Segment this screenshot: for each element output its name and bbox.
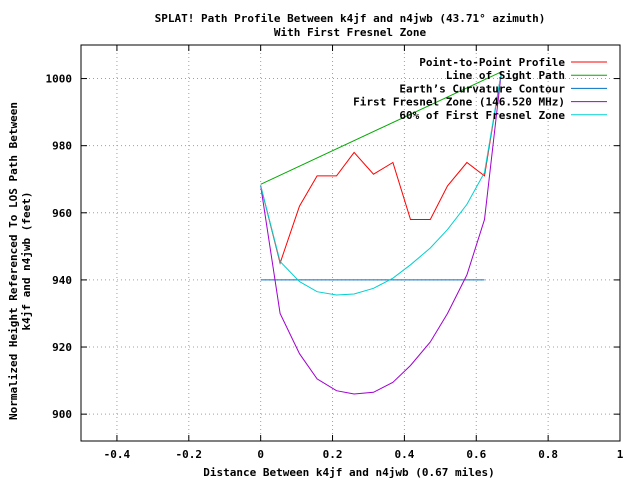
chart-subtitle: With First Fresnel Zone (274, 26, 427, 39)
series-line-first-fresnel-zone-146-520-mhz (260, 71, 502, 395)
x-tick-label: 0 (257, 448, 264, 461)
x-tick-label: 0.4 (394, 448, 414, 461)
axis-ticks: -0.4 -0.2 0 0.2 0.4 0.6 0.8 1 900 920 940 960 980 100… (46, 45, 624, 461)
legend-label: Point-to-Point Profile (419, 56, 565, 69)
y-tick-label: 940 (52, 274, 72, 287)
y-tick-label: 920 (52, 341, 72, 354)
x-tick-label: -0.4 (104, 448, 131, 461)
plot-frame (80, 44, 621, 442)
legend-label: 60% of First Fresnel Zone (399, 109, 565, 122)
series-line-line-of-sight-path (260, 71, 502, 185)
chart-title: SPLAT! Path Profile Between k4jf and n4j… (155, 12, 546, 25)
y-tick-label: 960 (52, 207, 72, 220)
y-tick-label: 980 (52, 140, 72, 153)
x-tick-label: -0.2 (176, 448, 203, 461)
y-axis-label-line-1: Normalized Height Referenced To LOS Path… (7, 102, 20, 420)
legend-label: Line of Sight Path (446, 69, 565, 82)
series-line-60-of-first-fresnel-zone (260, 71, 502, 296)
y-tick-label: 1000 (46, 73, 73, 86)
x-tick-label: 0.2 (323, 448, 343, 461)
legend-label: First Fresnel Zone (146.520 MHz) (353, 96, 565, 109)
y-tick-label: 900 (52, 408, 72, 421)
series-line-point-to-point-profile (260, 71, 502, 265)
series-lines (260, 71, 502, 395)
x-tick-label: 1 (617, 448, 624, 461)
x-axis-label: Distance Between k4jf and n4jwb (0.67 mi… (203, 466, 494, 479)
y-axis-label-group: Normalized Height Referenced To LOS Path… (7, 102, 33, 420)
x-tick-label: 0.8 (538, 448, 558, 461)
legend-label: Earth’s Curvature Contour (399, 82, 565, 95)
x-tick-label: 0.6 (466, 448, 486, 461)
y-axis-label-line-2: k4jf and n4jwb (feet) (20, 191, 33, 330)
